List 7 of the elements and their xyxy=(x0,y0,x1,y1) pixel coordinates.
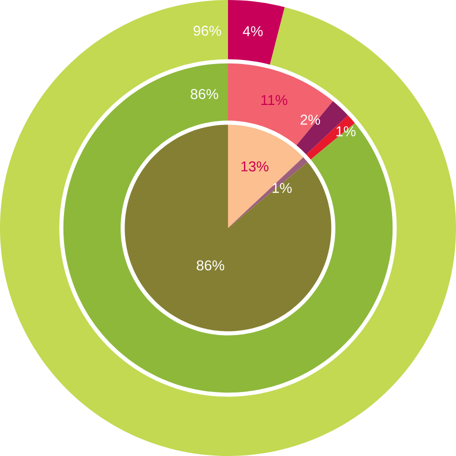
data-label: 86% xyxy=(196,260,224,270)
data-label: 11% xyxy=(261,95,288,106)
data-label: 1% xyxy=(272,182,292,193)
data-label: 86% xyxy=(190,89,218,100)
data-label: 96% xyxy=(194,26,222,36)
data-label: 13% xyxy=(241,161,268,172)
data-label: 4% xyxy=(242,26,263,36)
